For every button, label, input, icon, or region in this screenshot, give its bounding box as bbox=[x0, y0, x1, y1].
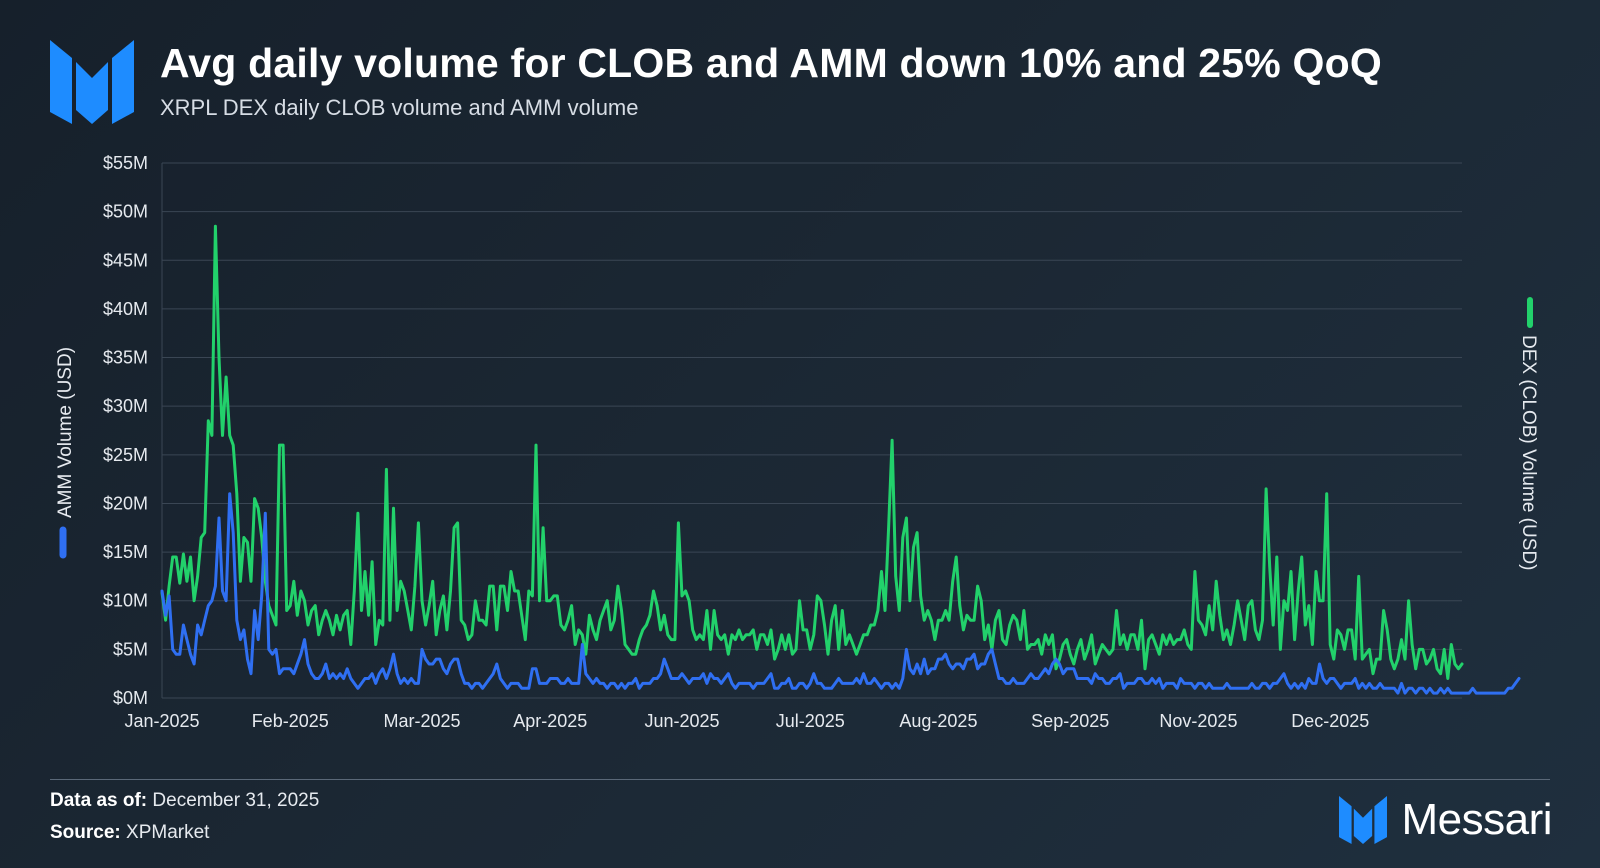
line-chart: $0M $5M $10M $15M $20M $25M $30M $35M $40M $45M $5… bbox=[55, 153, 1539, 731]
left-axis-legend: AMM Volume (USD) bbox=[55, 347, 76, 559]
chart-subtitle: XRPL DEX daily CLOB volume and AMM volum… bbox=[160, 95, 639, 120]
x-tick-label: Nov-2025 bbox=[1159, 711, 1237, 731]
right-axis-legend: DEX (CLOB) Volume (USD) bbox=[1518, 297, 1539, 570]
x-tick-label: Jan-2025 bbox=[124, 711, 199, 731]
y-tick-label: $50M bbox=[103, 202, 148, 222]
y-tick-label: $55M bbox=[103, 153, 148, 173]
y-tick-label: $10M bbox=[103, 591, 148, 611]
data-as-of: Data as of: December 31, 2025 bbox=[50, 790, 319, 812]
y-tick-label: $0M bbox=[113, 688, 148, 708]
y-tick-label: $35M bbox=[103, 348, 148, 368]
brand-lockup: Messari bbox=[1339, 795, 1552, 845]
y-tick-label: $15M bbox=[103, 542, 148, 562]
x-tick-label: Apr-2025 bbox=[513, 711, 587, 731]
y-tick-label: $45M bbox=[103, 250, 148, 270]
x-tick-label: Sep-2025 bbox=[1031, 711, 1109, 731]
y-tick-label: $25M bbox=[103, 445, 148, 465]
messari-brand-icon bbox=[1339, 796, 1388, 844]
x-tick-label: Jun-2025 bbox=[644, 711, 719, 731]
left-axis-label: AMM Volume (USD) bbox=[55, 347, 76, 518]
chart-title: Avg daily volume for CLOB and AMM down 1… bbox=[160, 40, 1382, 86]
source: Source: XPMarket bbox=[50, 822, 209, 844]
x-axis-ticks: Jan-2025 Feb-2025 Mar-2025 Apr-2025 Jun-2025… bbox=[124, 711, 1369, 731]
chart-series bbox=[160, 224, 1521, 695]
y-tick-label: $40M bbox=[103, 299, 148, 319]
y-tick-label: $5M bbox=[113, 639, 148, 659]
x-tick-label: Jul-2025 bbox=[776, 711, 845, 731]
data-as-of-label: Data as of: bbox=[50, 790, 148, 811]
x-tick-label: Aug-2025 bbox=[899, 711, 977, 731]
chart-gridlines bbox=[161, 162, 1462, 699]
source-value: XPMarket bbox=[126, 822, 210, 843]
amm-volume-line bbox=[160, 492, 1521, 695]
source-label: Source: bbox=[50, 822, 121, 843]
footer-divider bbox=[50, 779, 1550, 780]
right-axis-label: DEX (CLOB) Volume (USD) bbox=[1518, 335, 1539, 570]
y-tick-label: $30M bbox=[103, 396, 148, 416]
x-tick-label: Dec-2025 bbox=[1291, 711, 1369, 731]
y-tick-label: $20M bbox=[103, 493, 148, 513]
clob-volume-line bbox=[160, 224, 1464, 680]
data-as-of-value: December 31, 2025 bbox=[152, 790, 320, 811]
x-tick-label: Feb-2025 bbox=[252, 711, 329, 731]
messari-logo-icon bbox=[50, 40, 134, 124]
y-axis-ticks: $0M $5M $10M $15M $20M $25M $30M $35M $40M $45M $5… bbox=[103, 153, 148, 708]
brand-name: Messari bbox=[1401, 795, 1552, 844]
x-tick-label: Mar-2025 bbox=[383, 711, 460, 731]
